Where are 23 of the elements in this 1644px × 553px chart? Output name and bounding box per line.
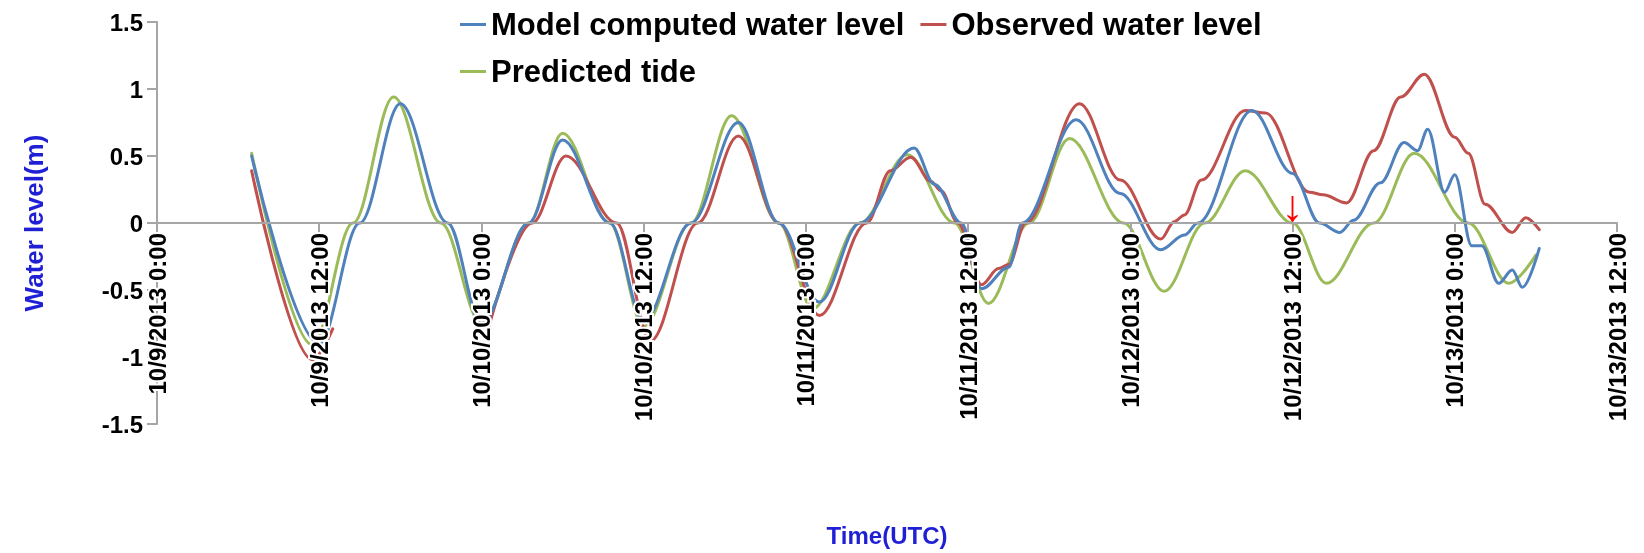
legend-label: Observed water level — [951, 7, 1262, 42]
x-tick-label: 10/13/2013 12:00 — [1603, 233, 1631, 422]
x-tick-label: 10/9/2013 0:00 — [143, 233, 171, 395]
y-tick-label: -0.5 — [101, 276, 143, 304]
annotation: ↓ — [1281, 180, 1304, 230]
x-tick-label: 10/12/2013 12:00 — [1279, 233, 1307, 422]
x-tick-label: 10/12/2013 0:00 — [1116, 233, 1144, 408]
y-tick-label: 1.5 — [109, 8, 143, 36]
x-tick-label: 10/10/2013 12:00 — [630, 233, 658, 422]
x-tick-label: 10/13/2013 0:00 — [1441, 233, 1469, 408]
x-tick-label: 10/9/2013 12:00 — [305, 233, 333, 408]
x-tick-label: 10/11/2013 12:00 — [954, 233, 982, 420]
y-tick-label: 0.5 — [109, 142, 143, 170]
y-tick-label: 1 — [129, 75, 143, 103]
y-tick-label: -1 — [121, 343, 143, 371]
y-tick-label: 0 — [129, 209, 143, 237]
legend-label: Predicted tide — [491, 54, 696, 89]
y-axis-title: Water level(m) — [19, 134, 49, 312]
x-axis-title: Time(UTC) — [826, 521, 948, 549]
legend-label: Model computed water level — [491, 7, 905, 42]
y-tick-label: -1.5 — [101, 410, 143, 438]
x-tick-label: 10/11/2013 0:00 — [792, 233, 820, 407]
x-tick-label: 10/10/2013 0:00 — [467, 233, 495, 408]
